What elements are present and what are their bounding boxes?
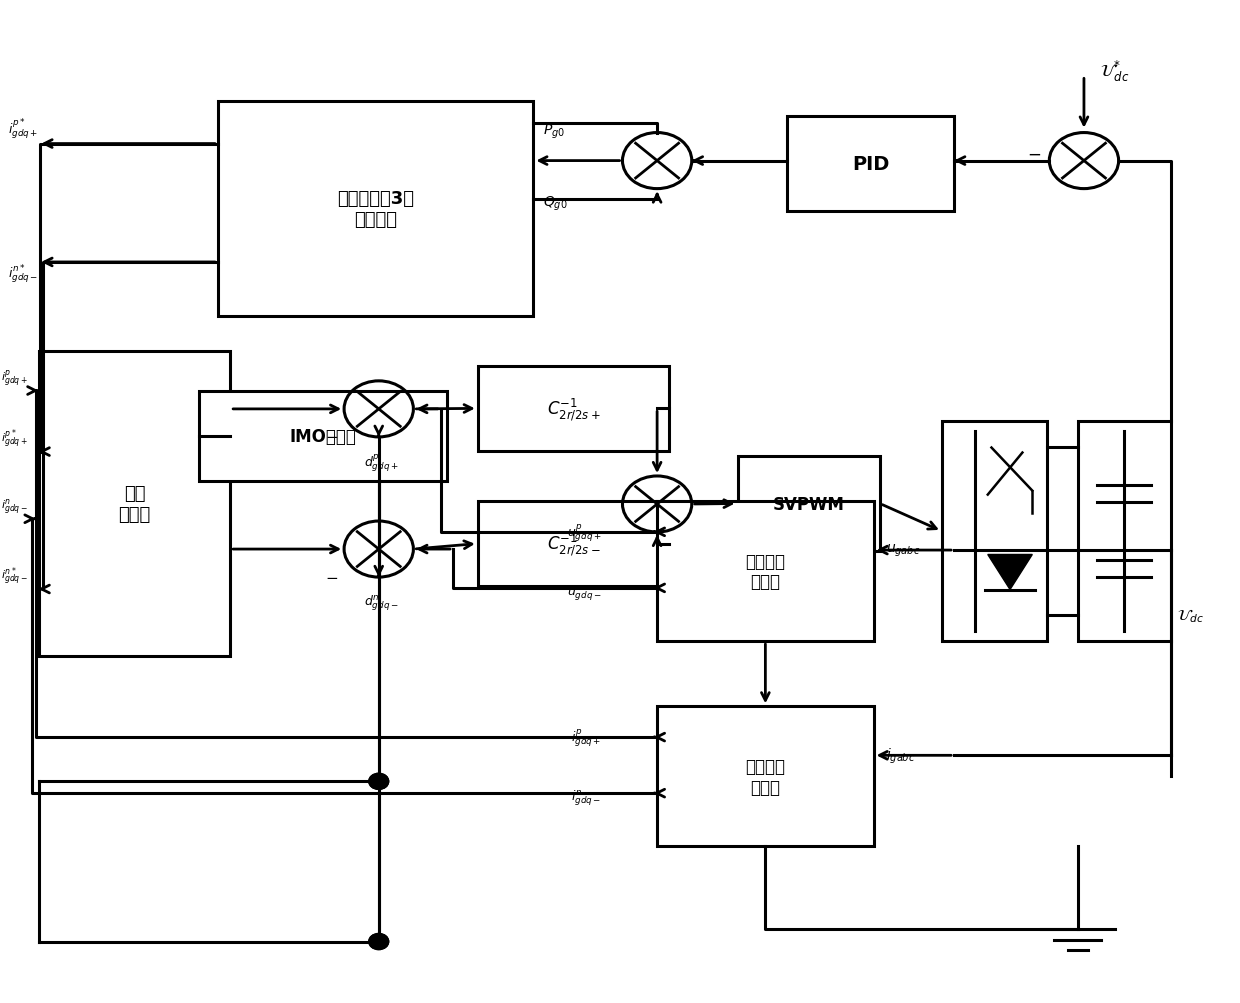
FancyBboxPatch shape — [1078, 421, 1171, 642]
FancyBboxPatch shape — [477, 366, 670, 451]
Text: $i_{gabc}$: $i_{gabc}$ — [887, 746, 915, 765]
Text: 正负序分
量分离: 正负序分 量分离 — [745, 757, 785, 796]
Text: $-$: $-$ — [325, 428, 339, 443]
Text: $Q_{g0}$: $Q_{g0}$ — [543, 195, 568, 213]
Polygon shape — [988, 555, 1033, 590]
Text: $P_{g0}$: $P_{g0}$ — [543, 122, 565, 140]
Text: $i^{p*}_{gdq+}$: $i^{p*}_{gdq+}$ — [7, 117, 37, 141]
FancyBboxPatch shape — [38, 351, 231, 657]
Text: $u_{gabc}$: $u_{gabc}$ — [887, 543, 920, 559]
Text: $C_{2r/2s+}^{-1}$: $C_{2r/2s+}^{-1}$ — [547, 395, 600, 422]
Text: $d^n_{gdq-}$: $d^n_{gdq-}$ — [363, 593, 398, 612]
Text: PID: PID — [852, 154, 889, 174]
FancyBboxPatch shape — [657, 502, 874, 642]
Text: $-$: $-$ — [1028, 144, 1042, 162]
Circle shape — [368, 773, 388, 789]
Text: $u^p_{gdq+}$: $u^p_{gdq+}$ — [567, 522, 601, 544]
Text: $\mathcal{U}_{dc}$: $\mathcal{U}_{dc}$ — [1177, 606, 1204, 624]
Text: IMO观测器: IMO观测器 — [290, 427, 357, 445]
FancyBboxPatch shape — [218, 101, 533, 317]
Text: SVPWM: SVPWM — [773, 495, 844, 513]
Text: $C_{2r/2s-}^{-1}$: $C_{2r/2s-}^{-1}$ — [547, 531, 600, 558]
Text: $i^p_{gdq+}$: $i^p_{gdq+}$ — [1, 368, 29, 388]
Text: $i^n_{gdq-}$: $i^n_{gdq-}$ — [572, 787, 601, 807]
Text: $u^n_{gdq-}$: $u^n_{gdq-}$ — [567, 583, 601, 602]
Circle shape — [368, 773, 388, 789]
Text: $i^n_{gdq-}$: $i^n_{gdq-}$ — [1, 496, 29, 516]
Text: $i^p_{gdq+}$: $i^p_{gdq+}$ — [572, 726, 601, 748]
Text: $i^{p*}_{gdq+}$: $i^{p*}_{gdq+}$ — [1, 427, 29, 450]
FancyBboxPatch shape — [657, 706, 874, 847]
Circle shape — [368, 934, 388, 950]
Text: 正负序分
量分离: 正负序分 量分离 — [745, 552, 785, 591]
Text: $i^{n*}_{gdq-}$: $i^{n*}_{gdq-}$ — [1, 566, 29, 588]
FancyBboxPatch shape — [200, 391, 446, 481]
Text: $i^{n*}_{gdq-}$: $i^{n*}_{gdq-}$ — [7, 264, 37, 286]
FancyBboxPatch shape — [477, 502, 670, 587]
Text: $\mathcal{U}_{dc}^{*}$: $\mathcal{U}_{dc}^{*}$ — [1100, 59, 1130, 84]
FancyBboxPatch shape — [787, 116, 954, 212]
Circle shape — [368, 934, 388, 950]
Text: 网侧变换器3种
控制目标: 网侧变换器3种 控制目标 — [337, 190, 414, 229]
Text: $d^p_{gdq+}$: $d^p_{gdq+}$ — [363, 451, 398, 473]
FancyBboxPatch shape — [738, 456, 880, 552]
Text: $-$: $-$ — [325, 568, 339, 583]
Text: 无源
控制器: 无源 控制器 — [118, 484, 150, 524]
FancyBboxPatch shape — [941, 421, 1047, 642]
